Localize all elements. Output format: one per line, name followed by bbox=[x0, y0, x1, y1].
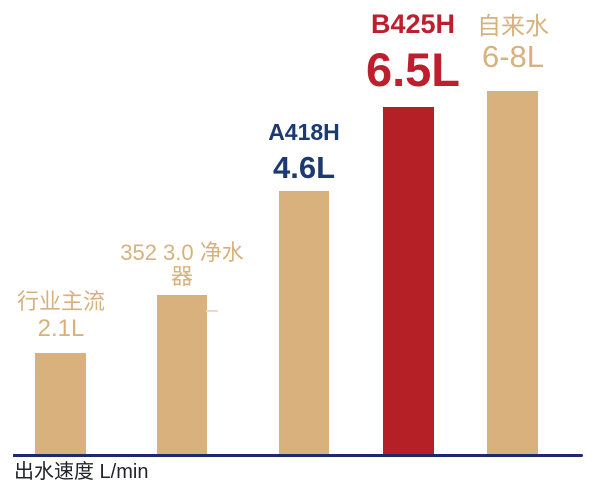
bar-industry-mainstream bbox=[35, 353, 86, 457]
tick-mark bbox=[206, 310, 218, 312]
bar-label-a418h: A418H 4.6L bbox=[246, 119, 362, 185]
bar-label-b425h: B425H 6.5L bbox=[351, 9, 475, 95]
bar-352-purifier bbox=[157, 295, 207, 457]
bar-category-label: A418H bbox=[268, 119, 340, 145]
bar-category-label: 自来水 bbox=[477, 13, 549, 40]
bar-category-label: 行业主流 bbox=[16, 289, 105, 314]
bar-category-label: 352 3.0 净水器 bbox=[120, 240, 244, 289]
bar-label-tap-water: 自来水 6-8L bbox=[457, 13, 569, 73]
bar-category-label: B425H bbox=[370, 9, 456, 39]
bar-label-352-purifier: 352 3.0 净水器 bbox=[111, 241, 253, 289]
bar-a418h bbox=[279, 191, 329, 457]
bar-label-industry-mainstream: 行业主流 2.1L bbox=[2, 289, 120, 343]
bar-value-label: 2.1L bbox=[37, 315, 85, 342]
bar-b425h bbox=[383, 107, 434, 457]
bar-value-label: 4.6L bbox=[272, 150, 336, 185]
bar-value-label: 6.5L bbox=[365, 43, 461, 96]
x-axis-label: 出水速度 L/min bbox=[14, 461, 149, 483]
bar-value-label: 6-8L bbox=[481, 39, 545, 74]
bar-tap-water bbox=[487, 91, 538, 457]
x-axis-line bbox=[13, 454, 583, 457]
